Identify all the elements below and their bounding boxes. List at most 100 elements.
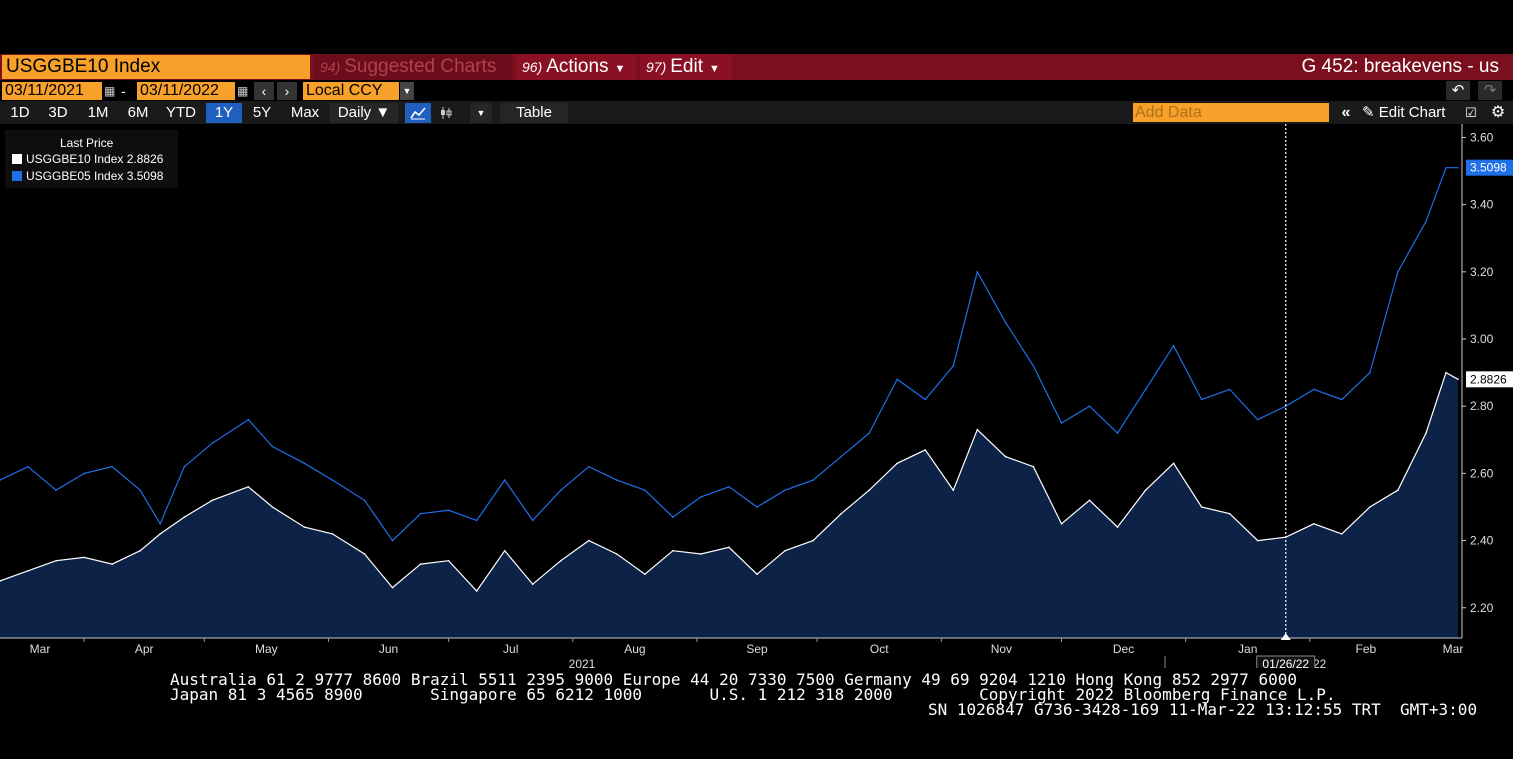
data-point-usggbe05 index xyxy=(868,432,870,434)
period-button-1d[interactable]: 1D xyxy=(10,104,30,121)
y-tick-label: 2.40 xyxy=(1470,534,1494,548)
data-point-usggbe10 index xyxy=(1088,499,1091,502)
data-point-usggbe05 index xyxy=(784,489,786,492)
data-point-usggbe10 index xyxy=(976,428,979,431)
menu-label: Actions xyxy=(546,56,609,77)
data-point-usggbe05 index xyxy=(976,271,979,273)
calendar-icon[interactable]: ▦ xyxy=(104,84,116,98)
y-tick-label: 3.40 xyxy=(1470,198,1494,212)
ticker-field[interactable]: USGGBE10 Index xyxy=(2,55,310,79)
menu-label: Suggested Charts xyxy=(344,56,497,77)
y-tick-label: 2.80 xyxy=(1470,399,1494,413)
pencil-icon: ✎ xyxy=(1362,104,1375,121)
data-point-usggbe10 index xyxy=(1060,523,1063,525)
data-point-usggbe05 index xyxy=(1445,166,1447,169)
next-period-button[interactable]: › xyxy=(277,82,297,100)
last-value-label: 3.5098 xyxy=(1470,161,1507,175)
data-point-usggbe05 index xyxy=(728,486,730,488)
data-point-usggbe05 index xyxy=(211,442,214,445)
data-point-usggbe10 index xyxy=(139,549,141,552)
data-point-usggbe10 index xyxy=(303,526,306,528)
chevron-down-icon: ▼ xyxy=(614,63,626,75)
edit-menu[interactable]: 97) Edit ▼ xyxy=(640,54,732,80)
data-point-usggbe10 index xyxy=(183,516,186,518)
data-point-usggbe10 index xyxy=(363,553,366,555)
crosshair-date-label: 01/26/22 xyxy=(1262,657,1309,668)
period-button-3d[interactable]: 3D xyxy=(48,104,68,121)
chevron-down-icon: ▼ xyxy=(708,63,720,75)
data-point-usggbe05 index xyxy=(896,378,898,381)
data-point-usggbe10 index xyxy=(111,563,113,565)
data-point-usggbe10 index xyxy=(672,549,674,552)
add-data-input[interactable]: Add Data xyxy=(1133,103,1329,122)
chevron-down-icon[interactable]: ▼ xyxy=(470,103,492,123)
data-point-usggbe10 index xyxy=(616,553,618,555)
data-point-usggbe05 index xyxy=(1228,388,1231,391)
calendar-icon[interactable]: ▦ xyxy=(237,84,249,98)
suggested-charts-menu[interactable]: 94) Suggested Charts xyxy=(314,54,512,80)
data-point-usggbe10 index xyxy=(331,533,334,535)
range-separator: - xyxy=(121,83,126,99)
data-point-usggbe05 index xyxy=(183,465,186,468)
legend-swatch xyxy=(12,154,22,164)
period-button-1m[interactable]: 1M xyxy=(87,104,109,121)
gear-icon[interactable]: ⚙ xyxy=(1490,104,1506,121)
chevron-down-icon[interactable]: ▼ xyxy=(400,82,414,100)
series-line-usggbe05 index xyxy=(0,167,1458,542)
period-button-max[interactable]: Max xyxy=(290,104,320,121)
currency-select[interactable]: Local CCY xyxy=(303,82,399,100)
data-point-usggbe05 index xyxy=(1397,271,1399,273)
data-point-usggbe05 index xyxy=(271,445,274,448)
menu-label: Edit xyxy=(670,56,703,77)
data-point-usggbe10 index xyxy=(419,563,422,565)
edit-chart-button[interactable]: ✎ Edit Chart xyxy=(1362,103,1445,123)
candlestick-icon[interactable] xyxy=(434,103,458,123)
footer-session-info: SN 1026847 G736-3428-169 11-Mar-22 13:12… xyxy=(928,700,1478,719)
period-button-6m[interactable]: 6M xyxy=(127,104,149,121)
undo-icon[interactable]: ↶ xyxy=(1446,81,1470,100)
data-point-usggbe05 index xyxy=(1313,388,1315,391)
data-point-usggbe05 index xyxy=(139,489,141,492)
redo-icon[interactable]: ↷ xyxy=(1478,81,1502,100)
data-point-usggbe05 index xyxy=(391,539,394,542)
chart-area[interactable]: 3.60 3.40 3.20 3.00 2.80 2.60 2.40 2.20 3.5098 2.… xyxy=(0,124,1513,668)
data-point-usggbe10 index xyxy=(1256,539,1259,542)
x-tick-label: Aug xyxy=(624,642,645,656)
data-point-usggbe10 index xyxy=(1116,526,1119,528)
data-point-usggbe10 index xyxy=(1425,432,1427,434)
data-point-usggbe05 index xyxy=(1457,166,1459,169)
crosshair-date-box xyxy=(1256,655,1316,668)
data-point-usggbe10 index xyxy=(1369,506,1371,508)
start-date-input[interactable]: 03/11/2021 xyxy=(2,82,102,100)
table-button[interactable]: Table xyxy=(500,103,568,123)
last-value-badge xyxy=(1466,159,1513,176)
y-tick-label: 3.00 xyxy=(1470,332,1494,346)
data-point-usggbe10 index xyxy=(840,512,842,515)
period-button-ytd[interactable]: YTD xyxy=(166,104,196,121)
data-point-usggbe10 index xyxy=(1200,506,1203,508)
data-point-usggbe05 index xyxy=(952,365,955,367)
data-point-usggbe05 index xyxy=(756,506,758,508)
data-point-usggbe10 index xyxy=(1445,371,1447,374)
x-tick-label: Dec xyxy=(1113,642,1134,656)
crosshair-marker xyxy=(1280,633,1291,640)
data-point-usggbe10 index xyxy=(0,580,1,582)
previous-period-button[interactable]: ‹ xyxy=(254,82,274,100)
data-point-usggbe05 index xyxy=(644,489,646,492)
series-area-usggbe10 index xyxy=(0,372,1458,638)
actions-menu[interactable]: 96) Actions ▼ xyxy=(516,54,636,80)
legend-item: USGGBE05 Index 3.5098 xyxy=(12,169,163,183)
data-point-usggbe05 index xyxy=(159,523,161,525)
end-date-input[interactable]: 03/11/2022 xyxy=(137,82,235,100)
menu-number: 96) xyxy=(522,59,543,75)
collapse-left-icon[interactable]: « xyxy=(1341,104,1351,121)
period-button-1y[interactable]: 1Y xyxy=(206,103,242,123)
annotate-icon[interactable]: ☑ xyxy=(1465,105,1477,120)
data-point-usggbe05 index xyxy=(0,479,1,481)
data-point-usggbe05 index xyxy=(247,418,250,421)
frequency-dropdown[interactable]: Daily ▼ xyxy=(330,103,398,123)
line-chart-icon[interactable] xyxy=(405,103,431,123)
footer-contacts: Australia 61 2 9777 8600 Brazil 5511 239… xyxy=(170,670,1298,689)
period-button-5y[interactable]: 5Y xyxy=(252,104,272,121)
legend[interactable]: Last Price USGGBE10 Index 2.8826 USGGBE0… xyxy=(5,130,178,188)
